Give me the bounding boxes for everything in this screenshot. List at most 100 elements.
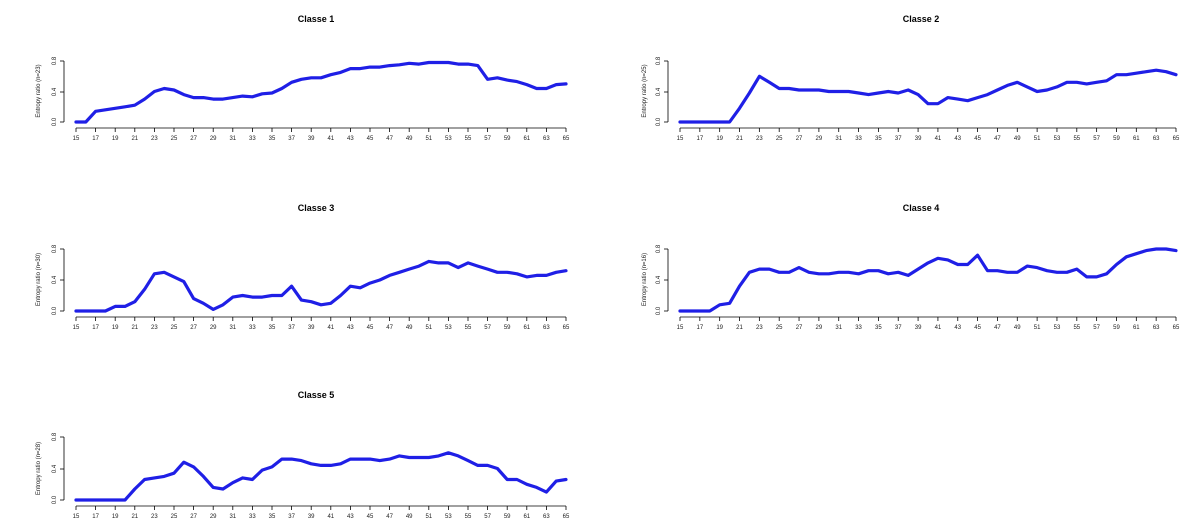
chart-title: Classe 3 xyxy=(298,203,335,213)
x-tick-label: 15 xyxy=(73,136,80,142)
y-tick-label: 0.8 xyxy=(52,432,58,441)
x-tick-label: 29 xyxy=(816,325,823,331)
x-tick-label: 29 xyxy=(210,514,217,520)
y-axis-label: Entropy ratio (n=23) xyxy=(36,64,42,117)
x-tick-label: 49 xyxy=(406,136,413,142)
series-line xyxy=(678,247,1178,313)
x-tick-label: 35 xyxy=(269,136,276,142)
x-tick-label: 37 xyxy=(288,514,295,520)
x-tick-label: 27 xyxy=(796,325,803,331)
x-tick-label: 55 xyxy=(465,514,472,520)
x-tick-label: 57 xyxy=(1093,325,1100,331)
x-tick-label: 19 xyxy=(112,136,119,142)
x-tick-label: 57 xyxy=(484,136,491,142)
x-tick-label: 17 xyxy=(92,325,99,331)
x-tick-label: 25 xyxy=(171,514,178,520)
x-tick-label: 47 xyxy=(386,136,393,142)
x-tick-label: 43 xyxy=(954,136,961,142)
x-tick-label: 59 xyxy=(1113,325,1120,331)
y-axis-label: Entropy ratio (n=25) xyxy=(642,64,648,117)
x-tick-label: 63 xyxy=(543,136,550,142)
x-tick-label: 31 xyxy=(229,325,236,331)
x-tick-label: 33 xyxy=(855,325,862,331)
x-tick-label: 47 xyxy=(994,136,1001,142)
x-tick-label: 63 xyxy=(1153,136,1160,142)
x-tick-label: 23 xyxy=(151,514,158,520)
chart-title: Classe 5 xyxy=(298,390,335,400)
x-tick-label: 45 xyxy=(367,136,374,142)
x-tick-label: 49 xyxy=(1014,325,1021,331)
x-tick-label: 39 xyxy=(915,325,922,331)
x-tick-label: 65 xyxy=(1173,136,1180,142)
x-tick-label: 31 xyxy=(835,136,842,142)
y-tick-label: 0.8 xyxy=(656,56,662,65)
x-tick-label: 57 xyxy=(1093,136,1100,142)
y-axis-label: Entropy ratio (n=16) xyxy=(642,253,648,306)
x-tick-label: 43 xyxy=(347,136,354,142)
x-tick-label: 23 xyxy=(756,136,763,142)
x-tick-label: 25 xyxy=(171,136,178,142)
x-tick-label: 15 xyxy=(73,514,80,520)
x-tick-label: 41 xyxy=(935,325,942,331)
y-tick-label: 0.0 xyxy=(52,306,58,315)
panels: Classe 1 Entropy ratio (n=23) 0.0 0.4 0.8 15 1… xyxy=(36,14,1180,520)
series-line xyxy=(678,68,1178,124)
x-tick-label: 59 xyxy=(504,514,511,520)
x-tick-label: 33 xyxy=(855,136,862,142)
x-tick-label: 17 xyxy=(92,514,99,520)
x-tick-label: 53 xyxy=(1054,136,1061,142)
x-tick-label: 65 xyxy=(563,325,570,331)
x-tick-label: 23 xyxy=(756,325,763,331)
x-tick-label: 43 xyxy=(347,325,354,331)
x-tick-label: 51 xyxy=(425,325,432,331)
x-tick-label: 53 xyxy=(445,514,452,520)
x-tick-label: 43 xyxy=(347,514,354,520)
y-axis-label: Entropy ratio (n=28) xyxy=(36,442,42,495)
x-tick-label: 61 xyxy=(523,514,530,520)
x-tick-label: 21 xyxy=(131,136,138,142)
y-tick-label: 0.8 xyxy=(52,244,58,253)
x-tick-label: 39 xyxy=(915,136,922,142)
y-axis-label: Entropy ratio (n=30) xyxy=(36,253,42,306)
x-tick-label: 45 xyxy=(974,325,981,331)
x-tick-label: 57 xyxy=(484,514,491,520)
y-tick-label: 0.4 xyxy=(52,464,58,473)
chart-panel-5: Classe 5 Entropy ratio (n=28) 0.0 0.4 0.8 15 1… xyxy=(36,390,570,520)
x-tick-label: 31 xyxy=(835,325,842,331)
x-tick-label: 33 xyxy=(249,325,256,331)
x-tick-label: 55 xyxy=(1073,136,1080,142)
x-tick-label: 19 xyxy=(112,325,119,331)
x-tick-label: 63 xyxy=(543,325,550,331)
x-tick-label: 27 xyxy=(796,136,803,142)
x-tick-label: 15 xyxy=(677,325,684,331)
x-tick-label: 21 xyxy=(131,325,138,331)
y-tick-label: 0.0 xyxy=(656,117,662,126)
x-tick-label: 15 xyxy=(677,136,684,142)
x-tick-label: 65 xyxy=(1173,325,1180,331)
x-tick-label: 51 xyxy=(1034,325,1041,331)
y-tick-label: 0.8 xyxy=(52,56,58,65)
x-tick-label: 49 xyxy=(1014,136,1021,142)
x-tick-label: 39 xyxy=(308,325,315,331)
x-tick-label: 23 xyxy=(151,136,158,142)
x-tick-label: 29 xyxy=(816,136,823,142)
y-tick-label: 0.8 xyxy=(656,244,662,253)
x-tick-label: 25 xyxy=(776,325,783,331)
x-tick-label: 33 xyxy=(249,136,256,142)
x-tick-label: 51 xyxy=(425,514,432,520)
x-tick-label: 35 xyxy=(875,325,882,331)
x-tick-label: 47 xyxy=(386,514,393,520)
x-tick-label: 45 xyxy=(367,325,374,331)
x-tick-label: 41 xyxy=(327,325,334,331)
y-tick-label: 0.0 xyxy=(656,306,662,315)
x-tick-label: 45 xyxy=(974,136,981,142)
chart-panel-4: Classe 4 Entropy ratio (n=16) 0.0 0.4 0.8 15 1… xyxy=(642,203,1180,331)
x-tick-label: 53 xyxy=(1054,325,1061,331)
chart-title: Classe 1 xyxy=(298,14,335,24)
x-tick-label: 41 xyxy=(327,514,334,520)
x-tick-label: 65 xyxy=(563,136,570,142)
x-tick-label: 21 xyxy=(131,514,138,520)
x-tick-label: 55 xyxy=(465,325,472,331)
x-tick-label: 61 xyxy=(523,325,530,331)
